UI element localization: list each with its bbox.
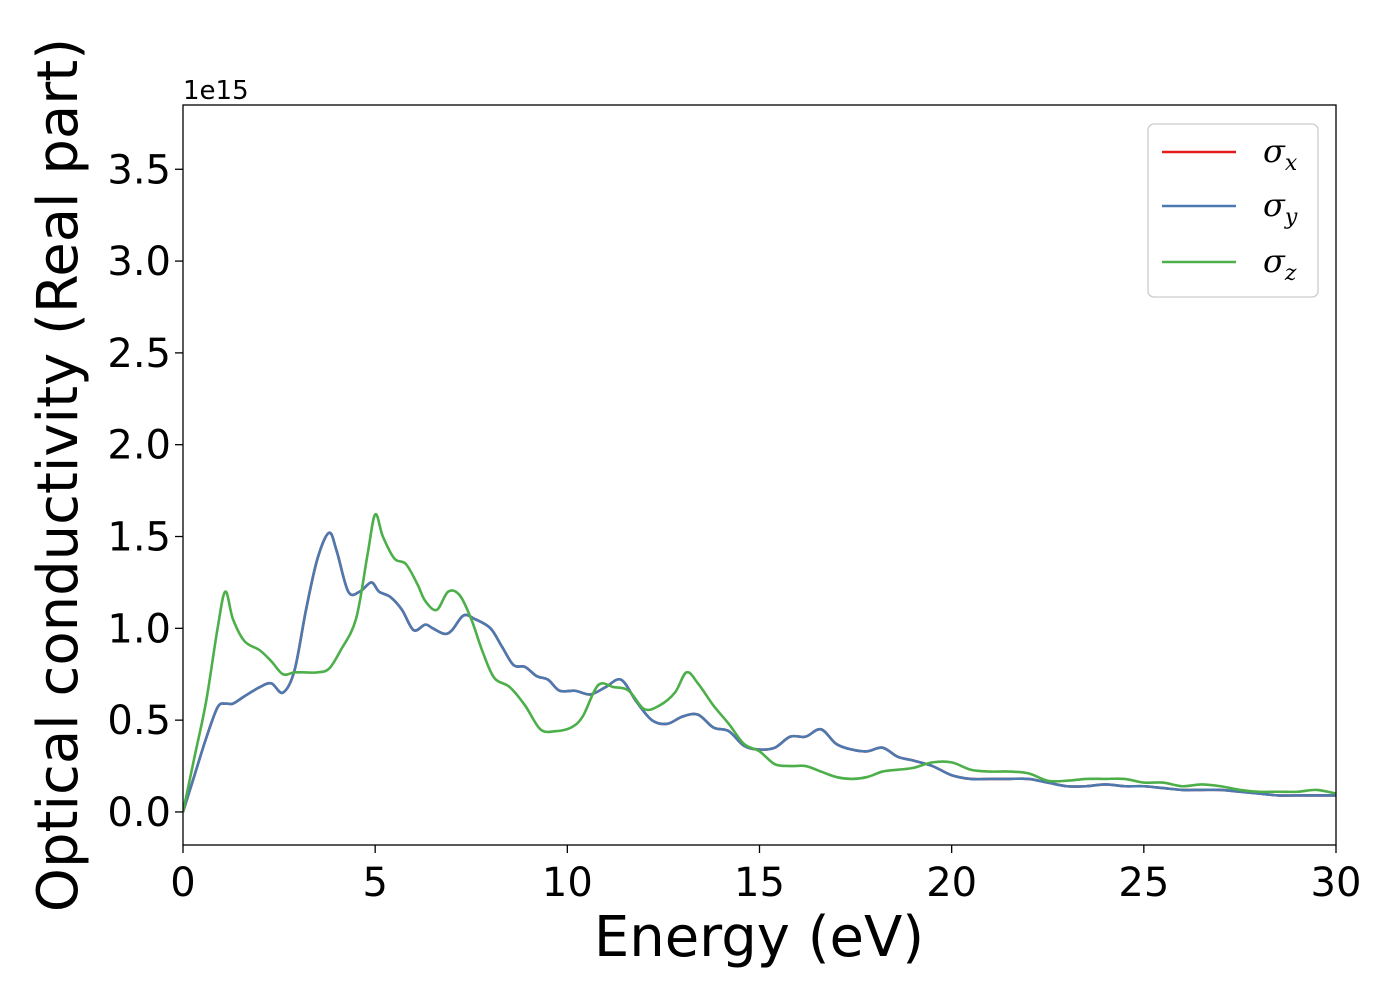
y-tick-label: 1.0 [107, 606, 171, 652]
series-line-x [183, 531, 1336, 813]
legend-label-z: σz [1263, 242, 1297, 286]
series-lines [183, 512, 1336, 813]
legend: σx σy σz [1147, 123, 1319, 298]
y-axis-ticks: 0.0 0.5 1.0 1.5 2.0 2.5 3.0 3.5 [107, 147, 183, 836]
x-axis-ticks: 0 5 10 15 20 25 30 [170, 845, 1361, 906]
legend-entries: σx σy σz [1162, 132, 1298, 286]
x-axis-label: Energy (eV) [594, 905, 924, 970]
y-tick-label: 0.5 [107, 698, 171, 744]
x-tick-label: 20 [926, 860, 977, 906]
legend-label-x: σx [1263, 132, 1298, 176]
series-line-y [183, 531, 1336, 813]
y-tick-label: 2.0 [107, 423, 171, 469]
y-tick-label: 0.0 [107, 790, 171, 836]
x-tick-label: 15 [734, 860, 785, 906]
legend-label-y: σy [1263, 186, 1298, 230]
y-tick-label: 3.0 [107, 239, 171, 285]
x-tick-label: 10 [542, 860, 593, 906]
x-tick-label: 5 [362, 860, 387, 906]
y-tick-label: 1.5 [107, 515, 171, 561]
series-line-z [183, 512, 1336, 813]
x-tick-label: 25 [1118, 860, 1169, 906]
y-axis-label: Optical conductivity (Real part) [26, 38, 91, 912]
y-tick-label: 2.5 [107, 331, 171, 377]
x-tick-label: 30 [1311, 860, 1362, 906]
y-tick-label: 3.5 [107, 147, 171, 193]
x-tick-label: 0 [170, 860, 195, 906]
legend-box [1147, 123, 1319, 298]
y-axis-offset-label: 1e15 [183, 76, 249, 106]
